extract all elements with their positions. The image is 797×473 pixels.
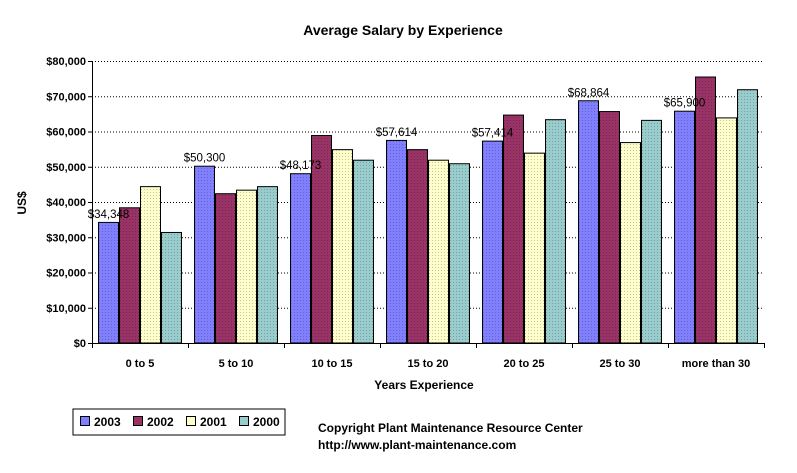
- bar-2000-more-than-30-texture: [738, 90, 757, 343]
- bar-2003-5-to-10-texture: [195, 166, 214, 343]
- data-label: $57,414: [472, 128, 514, 140]
- copyright-text: Copyright Plant Maintenance Resource Cen…: [318, 421, 583, 435]
- y-tick-label: $70,000: [46, 91, 86, 103]
- axes: [88, 61, 765, 348]
- legend-label-2001: 2001: [200, 415, 227, 429]
- bar-2000-20-to-25-texture: [546, 120, 565, 343]
- x-tick-label: 10 to 15: [312, 358, 353, 370]
- bar-2002-5-to-10-texture: [216, 194, 235, 343]
- legend: 2003 2002 2001 2000: [72, 408, 286, 436]
- bar-2000-0-to-5-texture: [162, 232, 181, 343]
- legend-swatch-2000: [239, 416, 249, 426]
- data-label: $68,864: [568, 87, 610, 99]
- bar-2000-15-to-20-texture: [450, 164, 469, 343]
- bar-2001-5-to-10-texture: [237, 190, 256, 343]
- legend-swatch-2003: [80, 416, 90, 426]
- x-tick-label: 20 to 25: [504, 358, 545, 370]
- legend-label-2000: 2000: [253, 415, 280, 429]
- bar-2003-more-than-30-texture: [675, 111, 694, 343]
- bar-2002-0-to-5-texture: [120, 208, 139, 343]
- y-tick-label: $40,000: [46, 197, 86, 209]
- bar-2001-25-to-30-texture: [621, 143, 640, 343]
- bar-2002-15-to-20-texture: [408, 150, 427, 343]
- x-tick-label: 0 to 5: [126, 358, 155, 370]
- bar-2003-20-to-25-texture: [483, 141, 502, 343]
- legend-frame: [72, 408, 286, 436]
- bar-2002-20-to-25-texture: [504, 115, 523, 343]
- x-axis-title: Years Experience: [374, 378, 474, 392]
- y-tick-label: $60,000: [46, 127, 86, 139]
- x-tick-label: 25 to 30: [600, 358, 641, 370]
- legend-swatch-2002: [133, 416, 143, 426]
- legend-swatch-2001: [186, 416, 196, 426]
- bars: [98, 76, 758, 344]
- bar-2002-25-to-30-texture: [600, 112, 619, 344]
- y-axis-title: US$: [15, 191, 29, 215]
- data-label: $57,614: [376, 127, 418, 139]
- chart-title: Average Salary by Experience: [303, 22, 503, 38]
- y-tick-label: $20,000: [46, 268, 86, 280]
- bar-2003-0-to-5-texture: [99, 222, 118, 343]
- bar-2002-10-to-15-texture: [312, 136, 331, 343]
- bar-2003-10-to-15-texture: [291, 174, 310, 343]
- x-tick-label: more than 30: [682, 358, 750, 370]
- data-label: $50,300: [184, 153, 226, 165]
- data-label: $48,173: [280, 160, 322, 172]
- legend-label-2002: 2002: [147, 415, 174, 429]
- bar-2002-more-than-30-texture: [696, 77, 715, 343]
- copyright-block: Copyright Plant Maintenance Resource Cen…: [318, 420, 583, 454]
- bar-2000-10-to-15-texture: [354, 160, 373, 343]
- x-tick-label: 5 to 10: [219, 358, 254, 370]
- data-label: $34,348: [88, 209, 130, 221]
- bar-2001-0-to-5-texture: [141, 187, 160, 343]
- bar-2000-5-to-10-texture: [258, 187, 277, 343]
- bar-2003-25-to-30-texture: [579, 101, 598, 344]
- x-tick-labels: 0 to 5 5 to 10 10 to 15 15 to 20 20 to 25 25 …: [126, 358, 751, 370]
- data-label: $65,900: [664, 98, 706, 110]
- y-tick-label: $30,000: [46, 232, 86, 244]
- x-tick-label: 15 to 20: [408, 358, 449, 370]
- bar-2003-15-to-20-texture: [387, 140, 406, 343]
- legend-label-2003: 2003: [94, 415, 121, 429]
- y-tick-label: $10,000: [46, 303, 86, 315]
- y-tick-label: $80,000: [46, 56, 86, 68]
- bar-2000-25-to-30-texture: [642, 120, 661, 344]
- bar-2001-20-to-25-texture: [525, 153, 544, 343]
- bar-2001-more-than-30-texture: [717, 118, 736, 344]
- y-tick-labels: $0 $10,000 $20,000 $30,000 $40,000 $50,000 $60…: [46, 56, 86, 350]
- bar-2001-15-to-20-texture: [429, 160, 448, 343]
- data-labels: $34,348 $50,300 $48,173 $57,614 $57,414 $68,8…: [88, 87, 706, 221]
- y-tick-label: $0: [74, 338, 86, 350]
- source-url: http://www.plant-maintenance.com: [318, 438, 517, 452]
- bar-2001-10-to-15-texture: [333, 150, 352, 343]
- y-tick-label: $50,000: [46, 162, 86, 174]
